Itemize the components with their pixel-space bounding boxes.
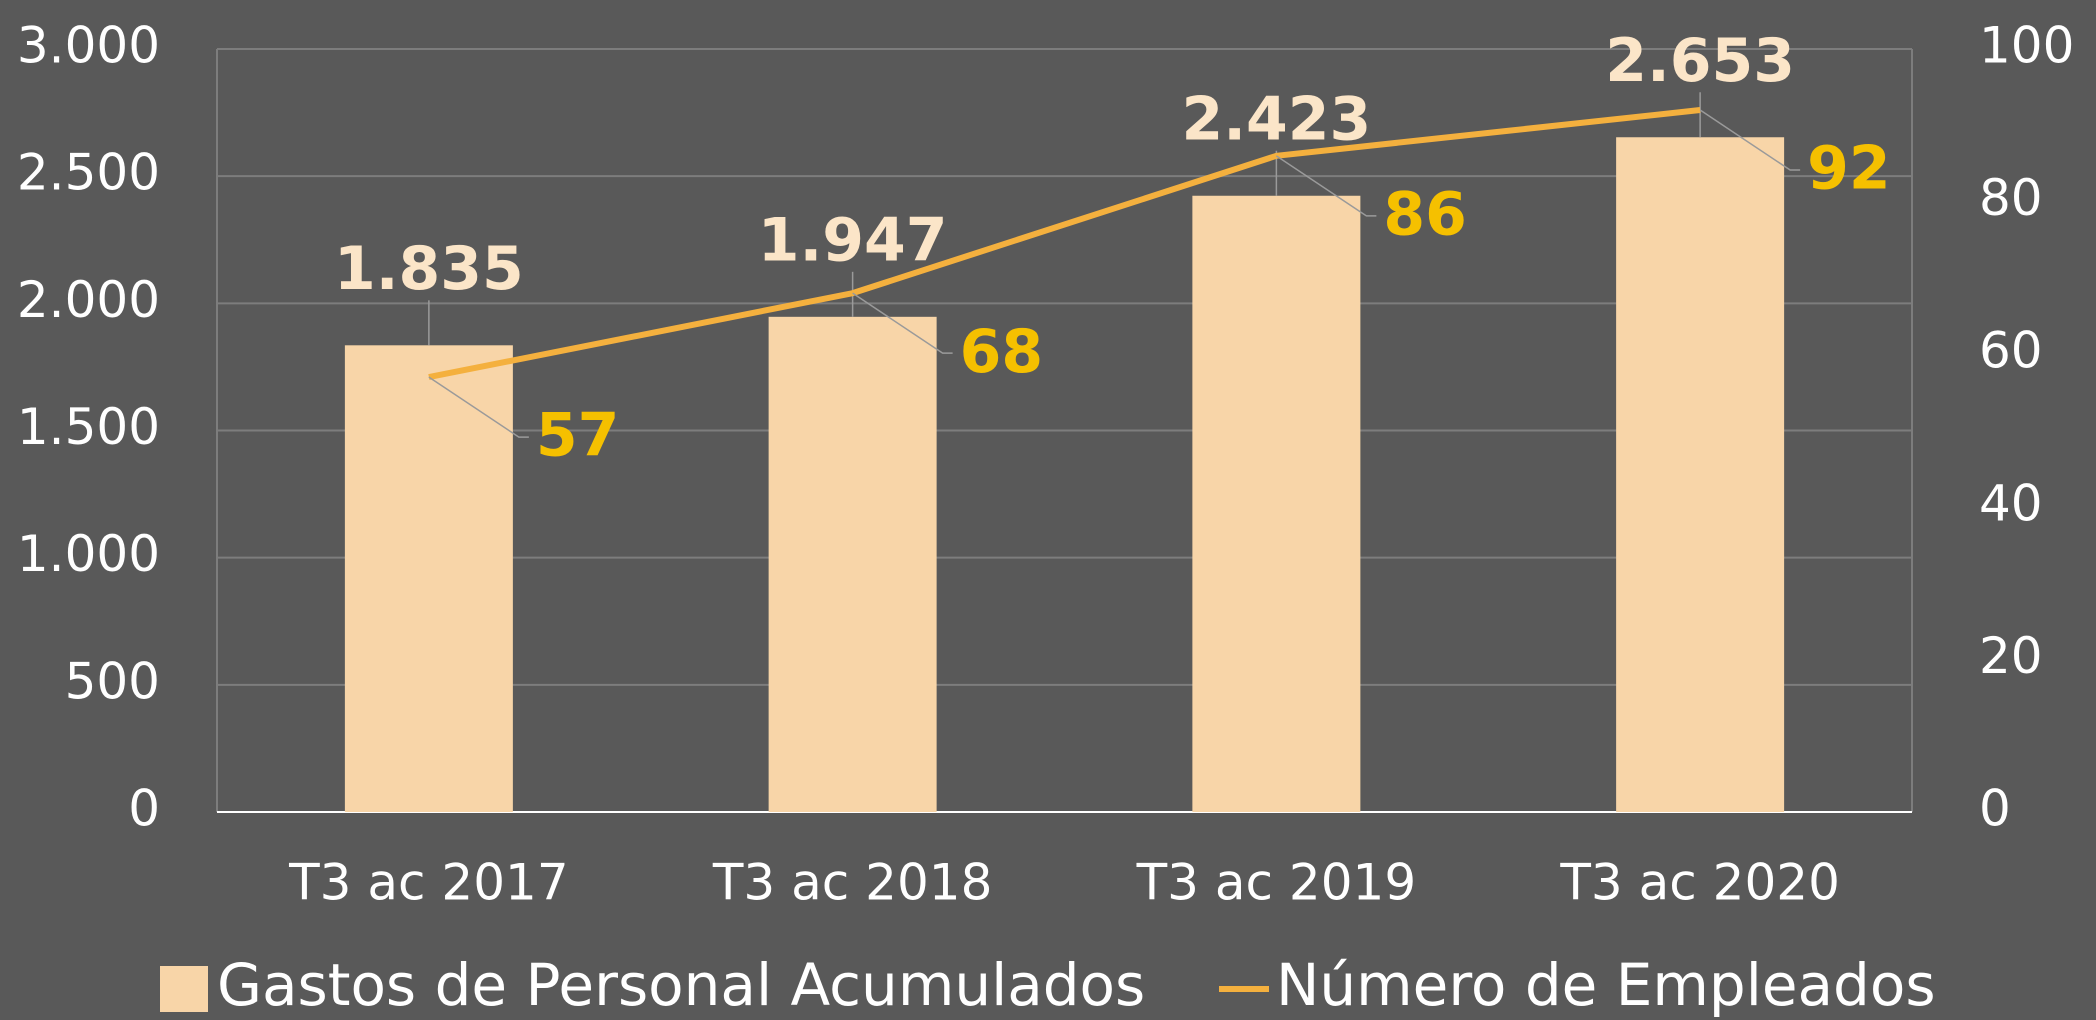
y-tick-label: 2.000 <box>17 271 160 329</box>
leader-line <box>428 376 529 438</box>
bar <box>768 316 937 812</box>
y2-tick-label: 100 <box>1979 17 2074 75</box>
bar <box>1616 137 1785 812</box>
data-label: 1.947 <box>758 205 948 275</box>
x-tick-label: T3 ac 2017 <box>288 854 569 912</box>
legend-swatch <box>160 966 208 1012</box>
leader-line <box>1699 109 1801 171</box>
y-tick-label: 2.500 <box>17 144 160 202</box>
bar <box>1192 195 1361 812</box>
leader-line <box>852 292 953 354</box>
y-tick-label: 1.000 <box>17 525 160 583</box>
y2-tick-label: 0 <box>1979 780 2011 838</box>
leader-line <box>1275 155 1377 217</box>
legend-label: Número de Empleados <box>1276 951 1936 1019</box>
data-label: 68 <box>960 317 1044 387</box>
y2-tick-label: 40 <box>1979 474 2043 532</box>
y2-tick-label: 60 <box>1979 322 2043 380</box>
y2-tick-label: 20 <box>1979 627 2043 685</box>
data-label: 2.653 <box>1605 26 1795 96</box>
y-tick-label: 3.000 <box>17 17 160 75</box>
data-label: 2.423 <box>1181 84 1371 154</box>
y-tick-label: 0 <box>128 780 160 838</box>
data-label: 92 <box>1807 134 1891 204</box>
x-tick-label: T3 ac 2018 <box>712 854 993 912</box>
x-tick-label: T3 ac 2020 <box>1559 854 1840 912</box>
y2-tick-label: 80 <box>1979 169 2043 227</box>
data-label: 1.835 <box>334 234 524 304</box>
data-label: 86 <box>1383 179 1467 249</box>
line <box>428 107 1701 381</box>
bar <box>344 345 513 812</box>
y-tick-label: 1.500 <box>17 398 160 456</box>
legend-label: Gastos de Personal Acumulados <box>217 951 1145 1019</box>
data-label: 57 <box>536 401 620 471</box>
x-tick-label: T3 ac 2019 <box>1136 854 1417 912</box>
y-tick-label: 500 <box>65 652 160 710</box>
